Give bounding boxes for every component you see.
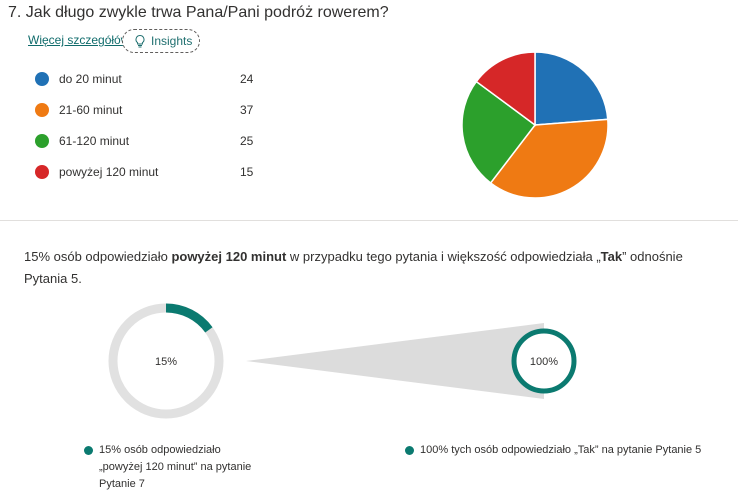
donut-right-arc — [511, 328, 577, 394]
question-title: 7. Jak długo zwykle trwa Pana/Pani podró… — [8, 4, 389, 22]
legend-dot — [35, 72, 49, 86]
insight-part-2: w przypadku tego pytania i większość odp… — [286, 249, 601, 264]
insights-button[interactable]: Insights — [122, 29, 200, 53]
insights-label: Insights — [151, 34, 193, 48]
insight-bold-answer: powyżej 120 minut — [171, 249, 287, 264]
funnel-connector — [246, 323, 544, 399]
insight-bold-yes: Tak — [600, 249, 623, 264]
legend-label: 21-60 minut — [59, 103, 123, 117]
donut-left-label: 15% — [155, 356, 177, 368]
question-text: Jak długo zwykle trwa Pana/Pani podróż r… — [25, 4, 389, 21]
legend-item: powyżej 120 minut 15 — [35, 163, 253, 181]
question-number: 7. — [8, 4, 22, 21]
legend-count: 24 — [240, 72, 254, 86]
donut-left-arc — [165, 303, 213, 333]
caption-left-text: 15% osób odpowiedziało „powyżej 120 minu… — [99, 444, 252, 490]
pie-chart — [461, 51, 609, 199]
section-divider — [0, 220, 738, 221]
caption-right-dot — [405, 446, 414, 455]
caption-left-dot — [84, 446, 93, 455]
pie-slice[interactable] — [475, 51, 536, 127]
legend-item: do 20 minut 24 — [35, 70, 253, 88]
legend-item: 61-120 minut 25 — [35, 132, 253, 150]
legend-count: 37 — [240, 103, 254, 117]
more-details-link[interactable]: Więcej szczegółów — [28, 33, 130, 47]
caption-left: 15% osób odpowiedziało „powyżej 120 minu… — [84, 442, 259, 493]
pie-slice[interactable] — [489, 118, 609, 199]
legend-dot — [35, 103, 49, 117]
lightbulb-icon — [135, 34, 145, 48]
legend-count: 25 — [240, 134, 254, 148]
insight-visualization: 15% 100% — [108, 303, 577, 419]
legend-count: 15 — [240, 165, 254, 179]
pie-slice[interactable] — [461, 80, 537, 185]
legend-label: do 20 minut — [59, 72, 122, 86]
legend-dot — [35, 134, 49, 148]
legend-label: 61-120 minut — [59, 134, 130, 148]
insight-summary: 15% osób odpowiedziało powyżej 120 minut… — [24, 246, 714, 290]
legend-dot — [35, 165, 49, 179]
insight-part-1: 15% osób odpowiedziało — [24, 249, 172, 264]
legend-item: 21-60 minut 37 — [35, 101, 253, 119]
donut-right-bg — [512, 329, 576, 393]
donut-left: 15% — [108, 303, 224, 419]
pie-slice[interactable] — [534, 51, 609, 126]
caption-right: 100% tych osób odpowiedziało „Tak” na py… — [405, 442, 735, 459]
caption-right-text: 100% tych osób odpowiedziało „Tak” na py… — [420, 444, 702, 456]
donut-right-label: 100% — [530, 356, 558, 368]
legend-label: powyżej 120 minut — [59, 165, 159, 179]
insight-part-3: ” odnośnie Pytania 5. — [24, 249, 683, 286]
donut-right: 100% — [511, 328, 577, 394]
